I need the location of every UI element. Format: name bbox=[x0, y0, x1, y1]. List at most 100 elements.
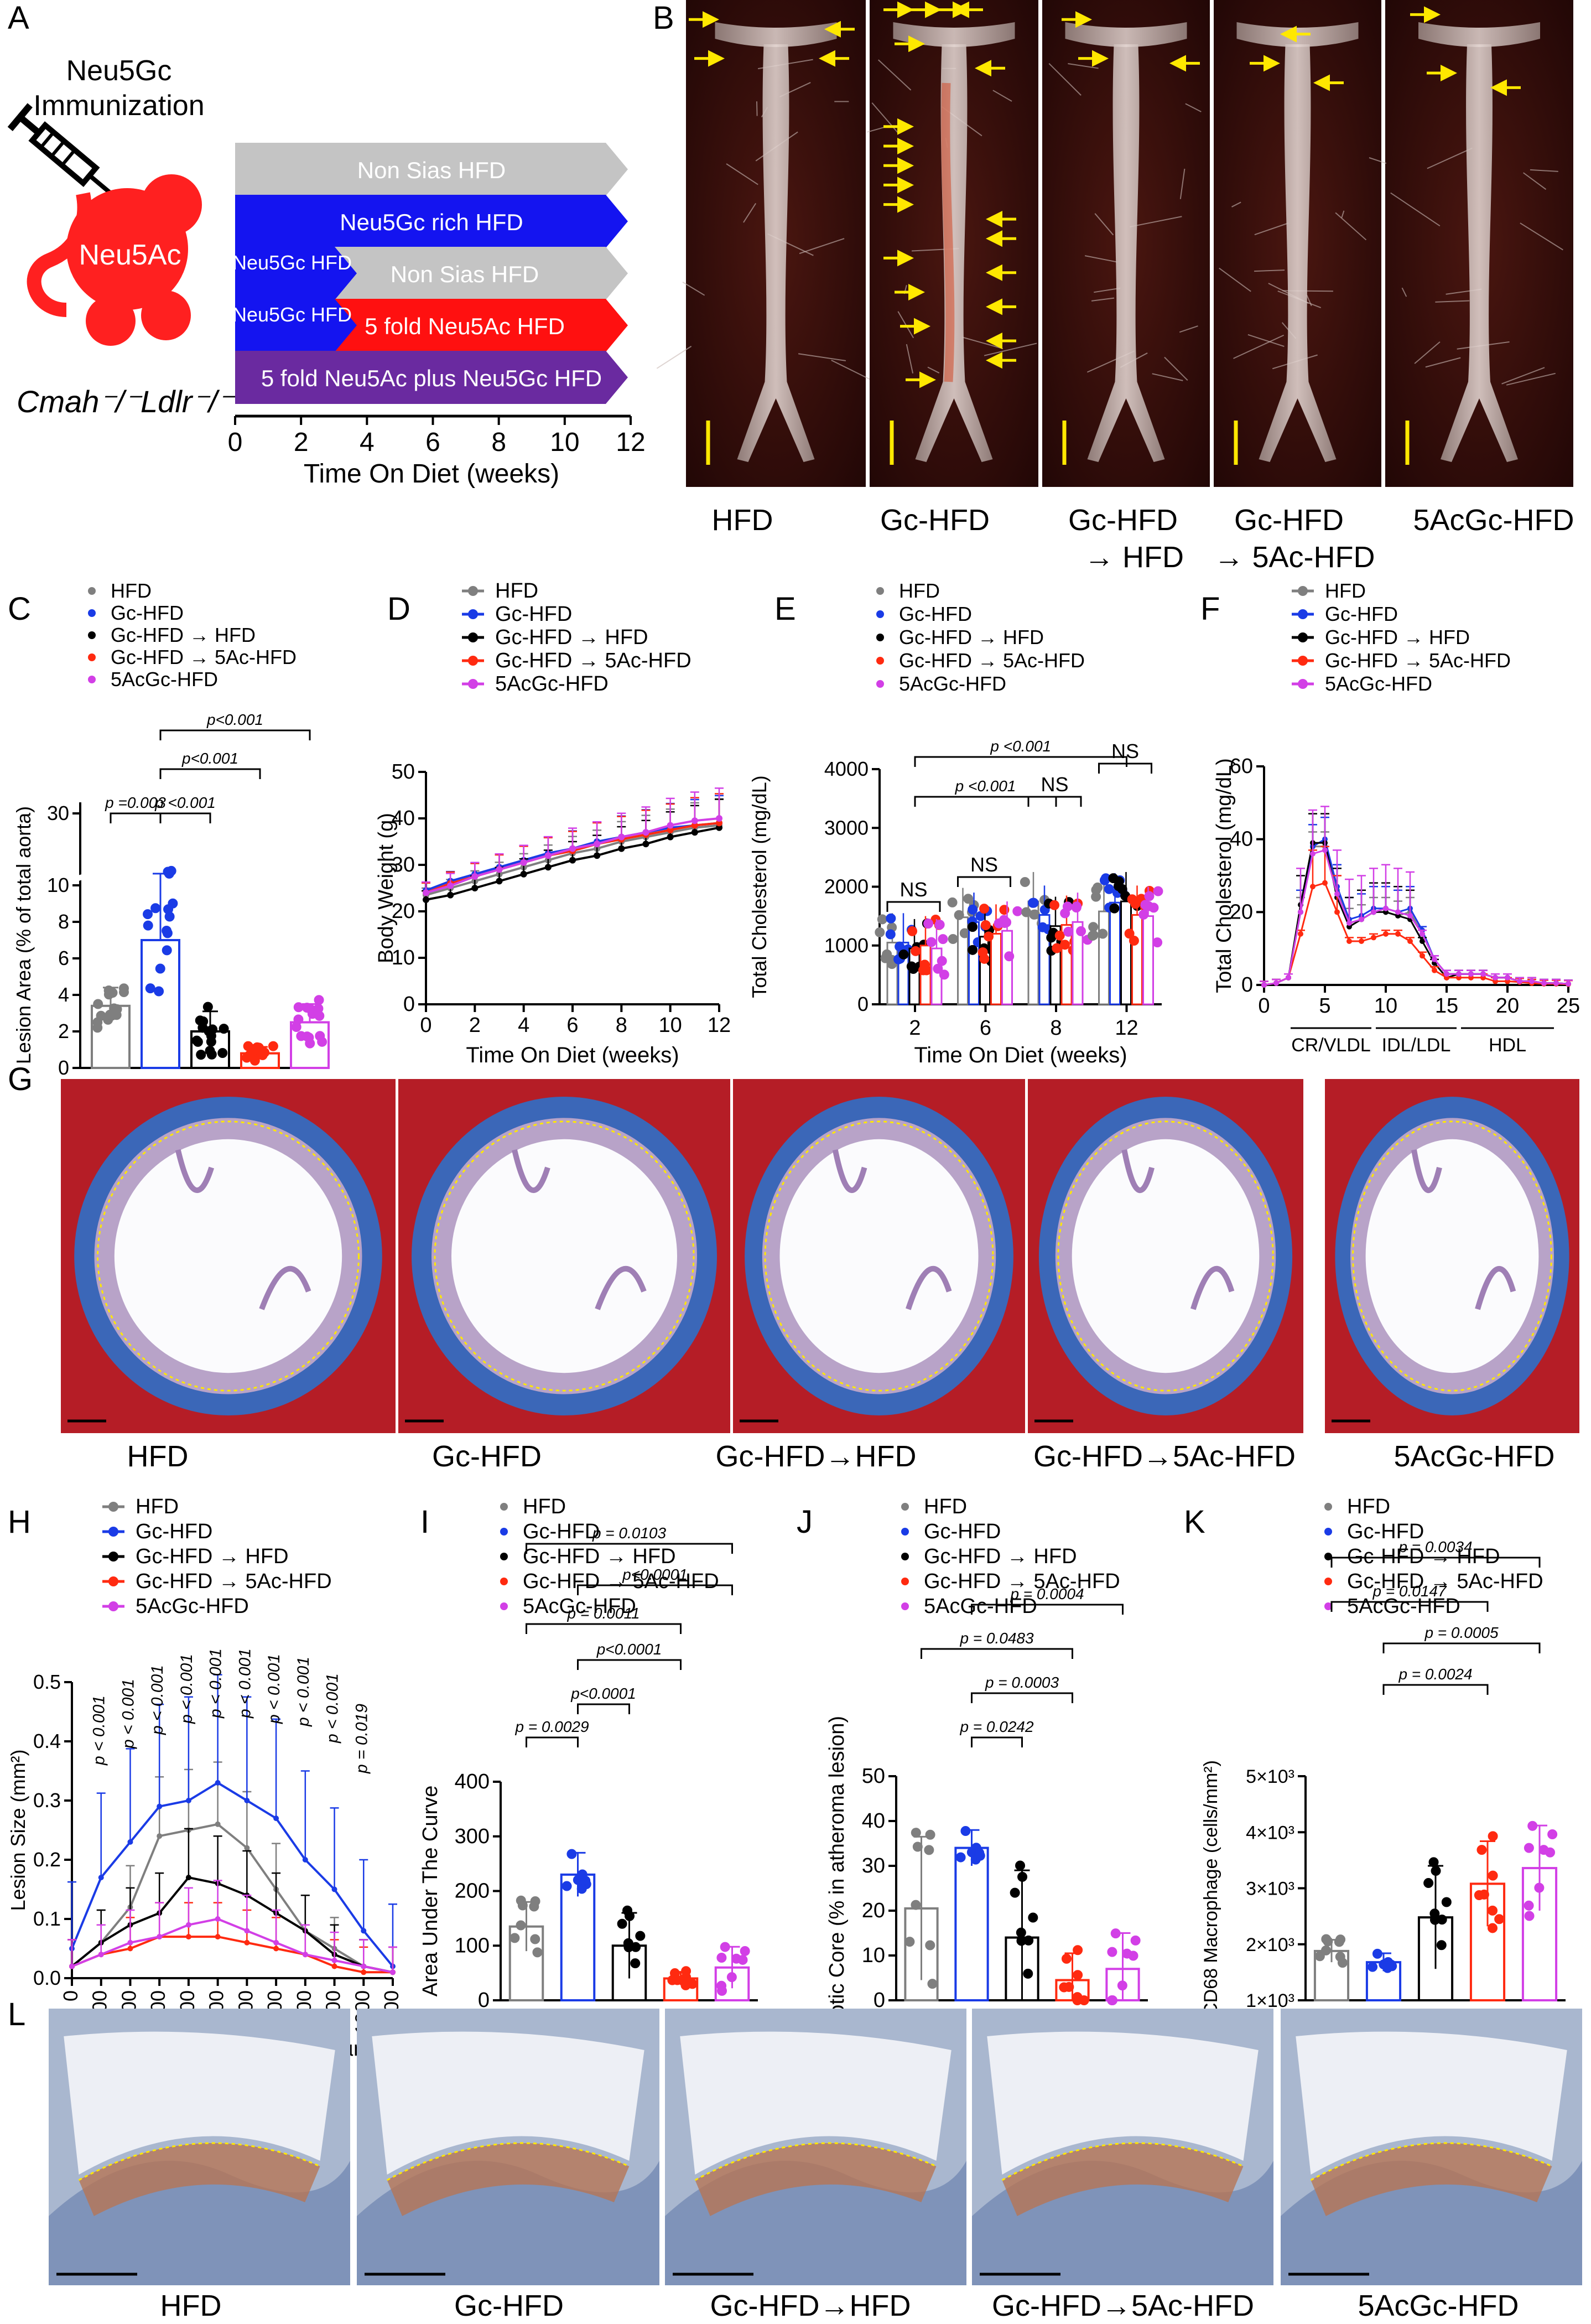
pin-line bbox=[798, 353, 846, 361]
histology-image-3 bbox=[733, 1079, 1025, 1433]
legend-marker bbox=[500, 1503, 508, 1511]
data-point bbox=[925, 1829, 935, 1840]
pin-line bbox=[1152, 373, 1183, 381]
data-point bbox=[1049, 900, 1060, 910]
series-point bbox=[1346, 920, 1352, 926]
series-line-5 bbox=[1264, 849, 1569, 986]
data-point bbox=[877, 914, 887, 925]
series-point bbox=[1395, 909, 1401, 915]
series-point bbox=[716, 815, 722, 822]
legend-marker bbox=[108, 1502, 118, 1512]
legend-marker bbox=[1298, 679, 1308, 689]
p-value-label: p < 0.001 bbox=[207, 1648, 225, 1719]
bar bbox=[1142, 915, 1154, 1005]
x-tick-label: 5 bbox=[1319, 994, 1330, 1018]
y-tick-label: 10 bbox=[47, 874, 69, 896]
diet-bar-5 bbox=[235, 351, 628, 404]
legend-marker bbox=[468, 586, 478, 596]
significance-bracket bbox=[971, 1692, 1073, 1703]
diet-bar-2 bbox=[235, 195, 628, 248]
data-point bbox=[204, 1026, 214, 1036]
y-tick-label: 2000 bbox=[824, 875, 869, 898]
data-point bbox=[1152, 937, 1163, 948]
data-point bbox=[530, 1896, 540, 1907]
legend-label: Gc-HFD bbox=[1325, 603, 1398, 625]
series-point bbox=[544, 852, 552, 859]
data-point bbox=[1028, 1912, 1038, 1923]
bar bbox=[908, 947, 921, 1005]
diet-bar-5-label: 5 fold Neu5Ac plus Neu5Gc HFD bbox=[261, 365, 602, 391]
data-point bbox=[1428, 1857, 1439, 1868]
data-point bbox=[103, 985, 114, 995]
series-point bbox=[1566, 981, 1571, 987]
legend-marker bbox=[901, 1528, 909, 1536]
significance-bracket bbox=[971, 1736, 1023, 1747]
significance-bracket bbox=[971, 1604, 1124, 1615]
aorta-vessel bbox=[1441, 44, 1518, 462]
legend-label: Gc-HFD → HFD bbox=[523, 1545, 676, 1568]
y-tick-label: 20 bbox=[1230, 900, 1253, 924]
data-point bbox=[1107, 1947, 1117, 1957]
panel-b-label-1: HFD bbox=[712, 504, 773, 537]
series-point bbox=[691, 822, 698, 829]
data-point bbox=[242, 1052, 252, 1063]
legend-marker bbox=[1298, 609, 1308, 619]
bar bbox=[968, 921, 980, 1005]
data-point bbox=[1052, 943, 1062, 953]
series-point bbox=[98, 1875, 104, 1881]
series-point bbox=[1529, 978, 1535, 984]
pin-line bbox=[1254, 222, 1289, 236]
diet-bar-3-seg-label: Neu5Gc HFD bbox=[232, 251, 352, 274]
panel-b-label-3b: → HFD bbox=[1084, 541, 1184, 574]
data-point bbox=[938, 934, 948, 945]
series-line-1 bbox=[71, 1823, 393, 1974]
series-line-3 bbox=[71, 1876, 393, 1974]
data-point bbox=[162, 945, 172, 956]
y-tick-label: 0.2 bbox=[33, 1848, 61, 1871]
significance-bracket bbox=[577, 1703, 630, 1714]
p-value-label: NS bbox=[900, 878, 927, 901]
legend-marker bbox=[468, 679, 478, 689]
significance-bracket bbox=[886, 901, 941, 912]
data-point bbox=[635, 1931, 646, 1941]
x-tick-label: 4 bbox=[518, 1014, 529, 1037]
data-point bbox=[1524, 1843, 1534, 1853]
series-point bbox=[273, 1946, 279, 1952]
pin-line bbox=[1341, 210, 1345, 218]
x-tick-label: 8 bbox=[1050, 1016, 1062, 1040]
data-point bbox=[716, 1952, 727, 1963]
legend-marker bbox=[901, 1602, 909, 1610]
data-point bbox=[1098, 928, 1108, 939]
data-point bbox=[720, 1942, 730, 1952]
data-point bbox=[196, 1050, 206, 1060]
data-point bbox=[1524, 1911, 1535, 1921]
series-point bbox=[1541, 980, 1547, 986]
p-value-label: NS bbox=[970, 853, 998, 876]
y-tick-label: 0.0 bbox=[33, 1967, 61, 1989]
legend-label: HFD bbox=[1325, 579, 1366, 602]
series-point bbox=[273, 1815, 279, 1822]
legend-label: 5AcGc-HFD bbox=[523, 1595, 636, 1618]
series-point bbox=[642, 841, 649, 848]
lesion-staining bbox=[941, 82, 955, 382]
data-point bbox=[248, 1045, 258, 1056]
series-point bbox=[642, 829, 649, 836]
lesion-outline bbox=[1001, 2142, 1244, 2181]
series-point bbox=[1371, 909, 1376, 915]
chart-i: 0 100 200 300 400 Area Under The Curve p = 0.0… bbox=[419, 1524, 758, 2012]
y-tick-label: 40 bbox=[1230, 828, 1253, 851]
series-line-4 bbox=[71, 1936, 393, 1974]
pin-line bbox=[682, 281, 705, 296]
data-point bbox=[1020, 876, 1030, 887]
significance-bracket bbox=[159, 812, 211, 823]
y-tick-label: 2×10³ bbox=[1246, 1934, 1294, 1955]
data-point bbox=[1015, 1860, 1026, 1871]
y-tick-label: 30 bbox=[47, 802, 69, 824]
panel-g-label-3: Gc-HFD→HFD bbox=[716, 1440, 917, 1473]
aorta-photo-1 bbox=[656, 0, 874, 487]
data-point bbox=[978, 947, 988, 958]
